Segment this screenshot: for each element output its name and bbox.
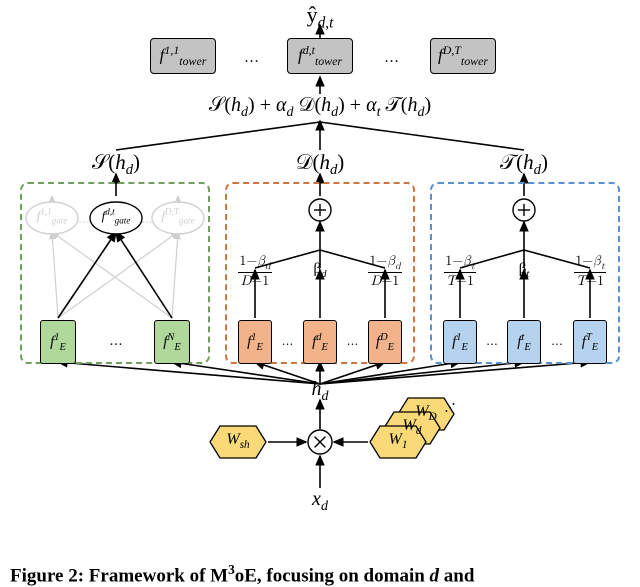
shared-expert-1: fNE [154,320,190,364]
task-w-left: 1−βtT−1 [436,254,484,288]
xd-label: xd [302,488,338,512]
domain-title: 𝒟(hd) [280,150,360,176]
tower-dots-2: … [378,46,406,66]
tower-dots-1: … [238,46,266,66]
domain-exp-dots-1: … [280,332,296,352]
gate-1: fd,tgate [90,207,142,229]
domain-w-mid: βd [306,260,334,280]
shared-title: 𝒮(hd) [76,150,156,176]
task-w-mid: βt [510,260,538,280]
Wsh-tag: Wsh [210,431,266,453]
domain-w-right: 1−βdD−1 [361,254,409,288]
domain-expert-0: f1E [238,320,272,364]
m3oe-diagram: ŷd,t f1,1tower fd,ttower fD,Ttower … … 𝒮(hd) +… [0,0,640,556]
task-title: 𝒯(hd) [484,150,564,176]
domain-expert-1: fdE [303,320,337,364]
domain-w-left: 1−βdD−1 [231,254,279,288]
tower-1: fd,ttower [287,38,353,74]
tower-0: f1,1tower [150,38,216,74]
W-dots: ⋰ [440,396,460,416]
task-expert-2: fTE [573,320,607,364]
task-exp-dots-1: … [484,332,500,352]
task-expert-1: ftE [507,320,541,364]
gate-2: fD,Tgate [152,207,204,229]
task-w-right: 1−βtT−1 [566,254,614,288]
W1-tag: W1 [370,431,426,453]
gate-dots-1: … [76,210,92,226]
gate-0: f1,1gate [26,207,78,229]
tower-2: fD,Ttower [430,38,496,74]
task-exp-dots-2: … [549,332,565,352]
task-expert-0: f1E [443,320,477,364]
output-hat-y: ŷd,t [290,2,350,26]
gate-dots-2: … [139,210,155,226]
domain-exp-dots-2: … [345,332,361,352]
hd-label: hd [302,378,338,402]
shared-exp-dots: … [106,332,126,352]
shared-expert-0: f1E [40,320,76,364]
domain-expert-2: fDE [368,320,402,364]
fusion-formula: 𝒮(hd) + αd 𝒟(hd) + αt 𝒯(hd) [150,94,490,120]
figure-caption: Figure 2: Framework of M3oE, focusing on… [0,556,640,587]
